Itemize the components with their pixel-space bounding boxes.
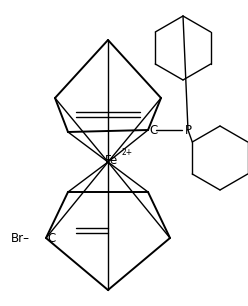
Text: Fe: Fe [104,155,118,167]
Text: 2+: 2+ [122,148,133,157]
Text: Br–: Br– [11,232,30,244]
Text: C: C [47,232,55,244]
Text: P: P [185,124,191,136]
Text: C–: C– [149,124,163,136]
